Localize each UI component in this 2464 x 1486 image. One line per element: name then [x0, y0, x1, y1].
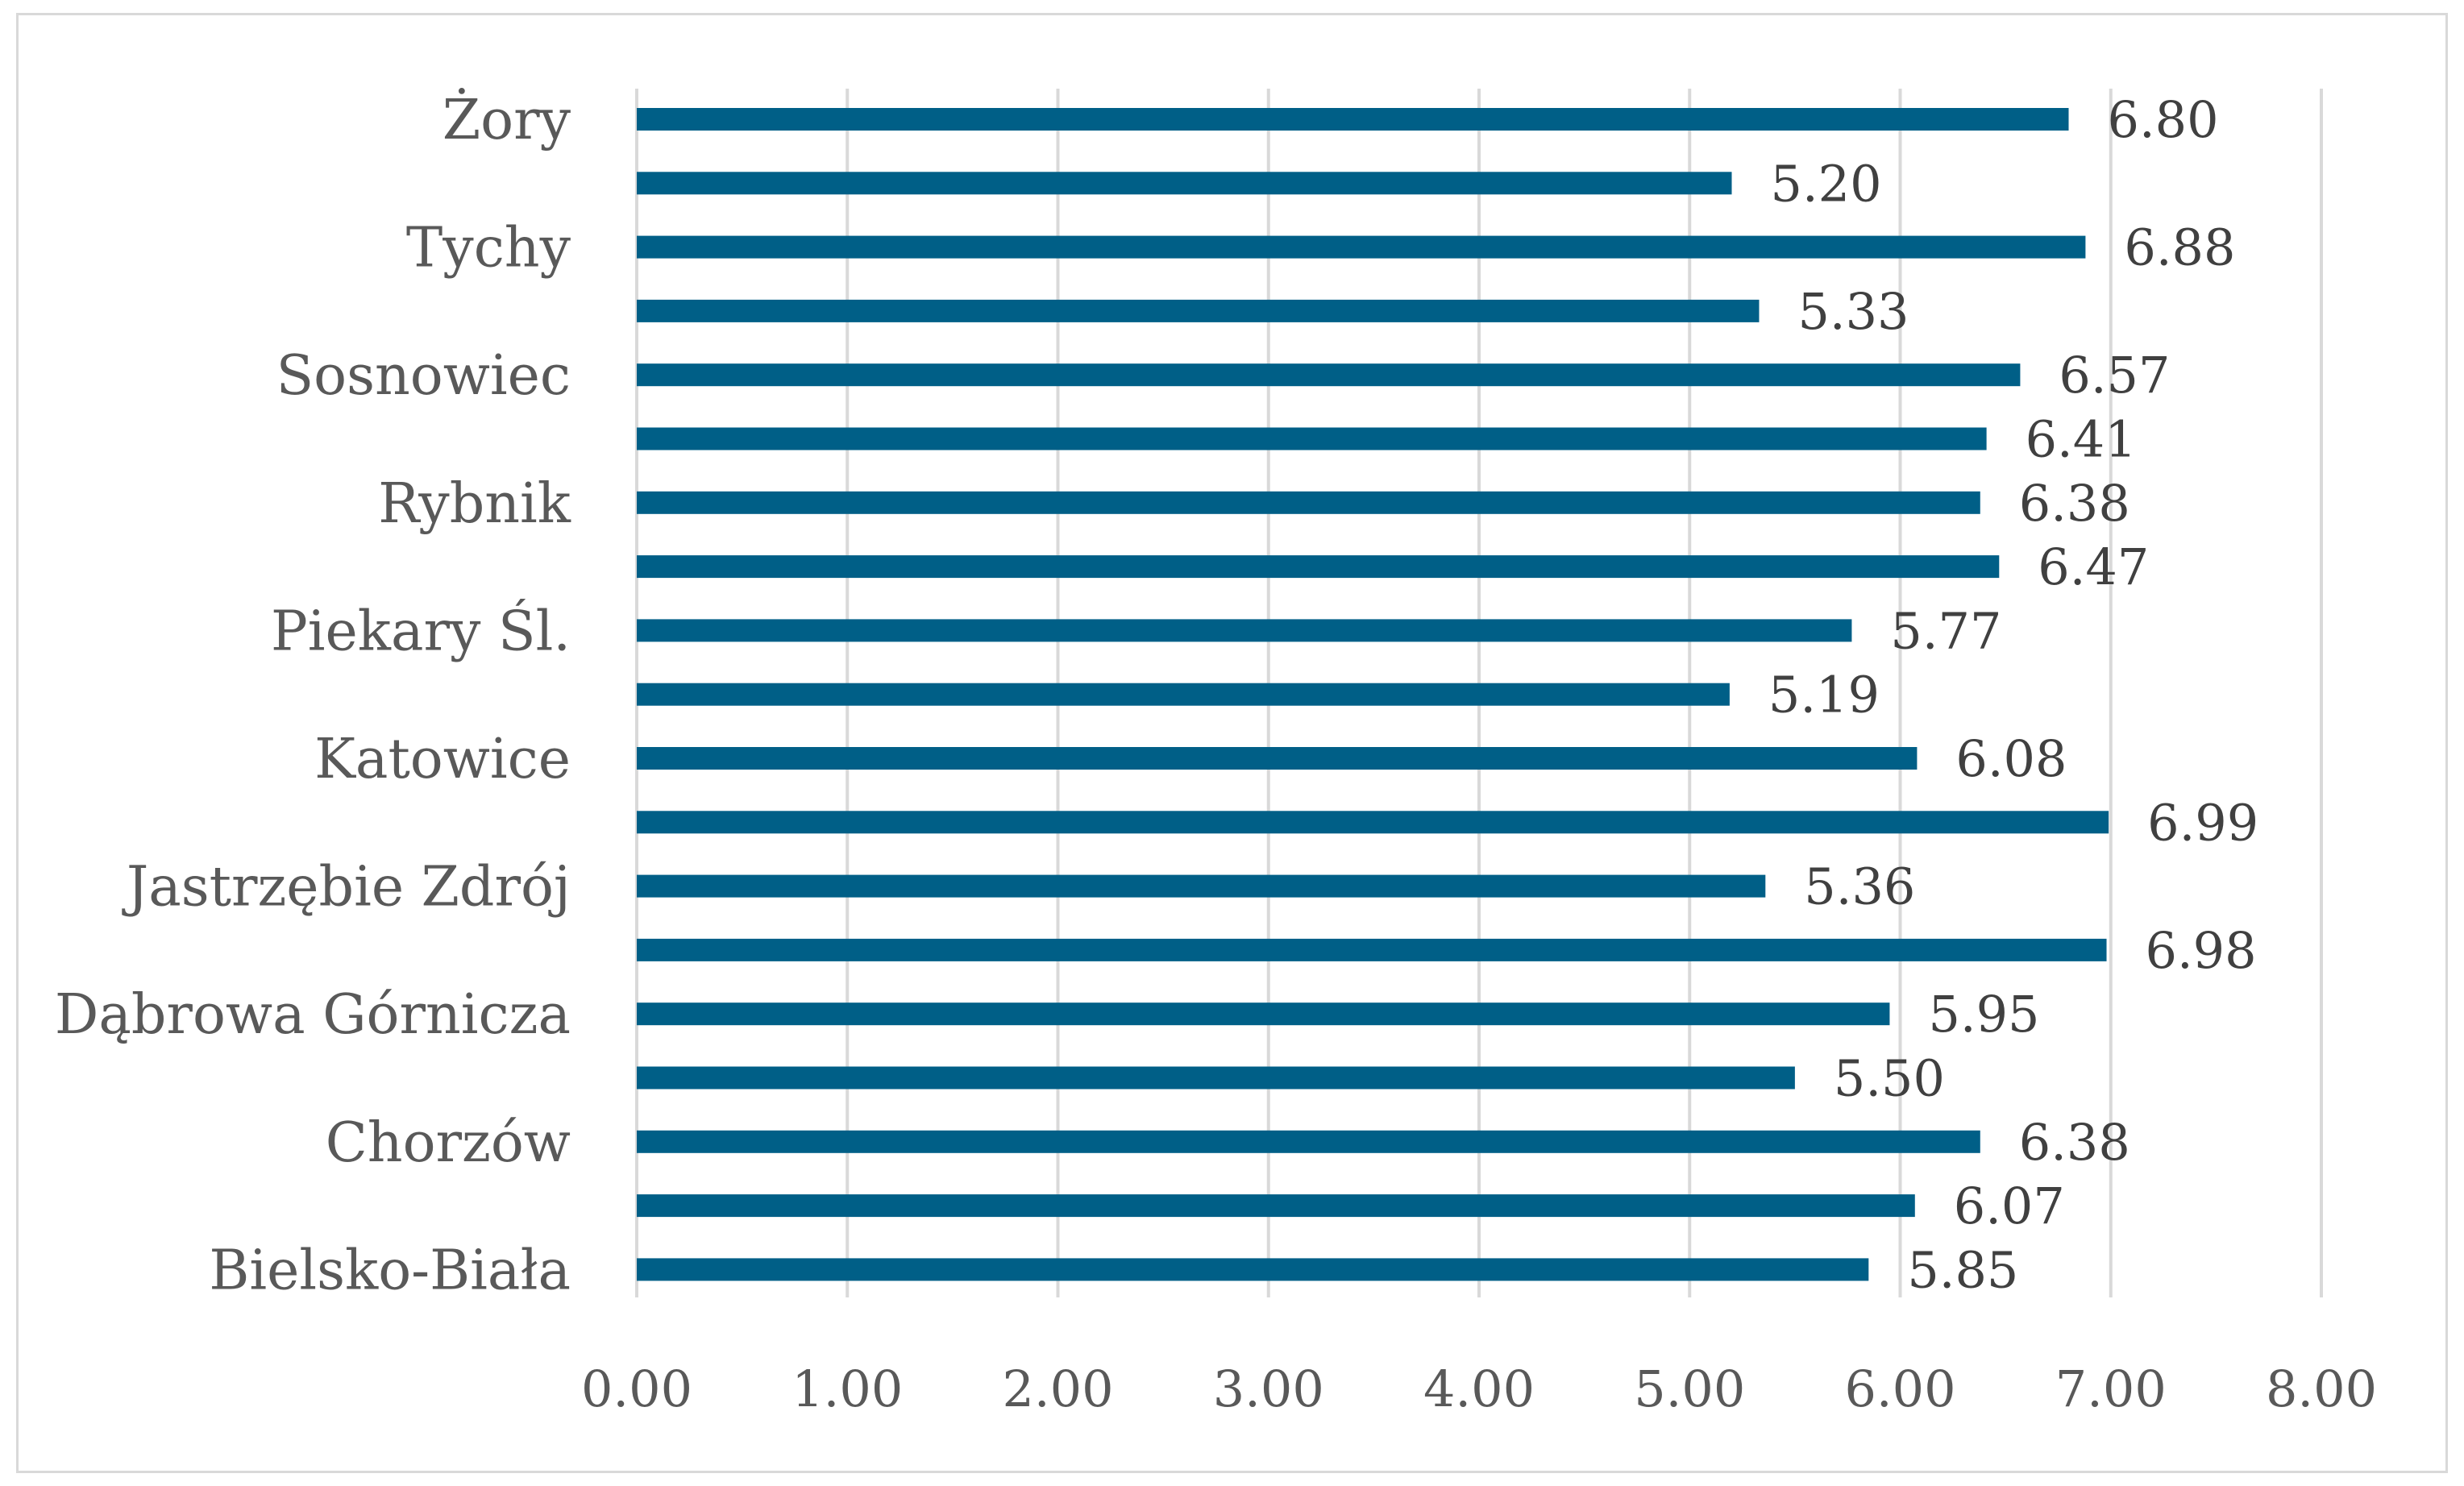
bar-value-label: 5.19 [1768, 666, 1880, 724]
bar-value-label: 6.88 [2124, 218, 2235, 277]
bar [637, 1130, 1980, 1153]
bar [637, 363, 2021, 387]
bar-value-label: 6.07 [1954, 1177, 2065, 1235]
category-label: Piekary Śl. [271, 599, 571, 663]
category-labels: Żory Tychy Sosnowiec Rybnik Piekary Śl. Katow… [55, 89, 571, 1302]
bar-value-label: 6.41 [2026, 410, 2137, 469]
bar [637, 1066, 1795, 1090]
x-tick-label: 1.00 [792, 1359, 903, 1418]
bar-value-label: 5.20 [1771, 154, 1882, 213]
bar [637, 938, 2107, 961]
bar-value-label: 6.99 [2147, 793, 2258, 852]
x-tick-label: 8.00 [2266, 1359, 2377, 1418]
bar-value-label: 6.47 [2038, 538, 2149, 596]
bar [637, 235, 2086, 259]
category-label: Chorzów [326, 1111, 571, 1175]
bar [637, 172, 1732, 195]
bar [637, 811, 2109, 834]
x-tick-label: 0.00 [581, 1359, 692, 1418]
bar-value-label: 5.85 [1907, 1240, 2018, 1299]
bar [637, 683, 1730, 706]
bars [637, 108, 2109, 1281]
x-tick-label: 3.00 [1213, 1359, 1324, 1418]
category-label: Żory [443, 89, 571, 152]
bar [637, 619, 1852, 642]
x-tick-label: 5.00 [1634, 1359, 1745, 1418]
bar [637, 491, 1980, 514]
bar-value-label: 5.95 [1928, 985, 2039, 1044]
bar-value-label: 5.77 [1890, 601, 2001, 660]
bar [637, 747, 1918, 770]
category-label: Tychy [406, 217, 571, 280]
bar-value-label: 5.50 [1834, 1049, 1945, 1108]
bar-value-label: 5.33 [1797, 282, 1909, 341]
bar [637, 108, 2069, 131]
x-tick-label: 7.00 [2055, 1359, 2167, 1418]
x-tick-label: 2.00 [1002, 1359, 1113, 1418]
bar-value-label: 6.98 [2146, 921, 2257, 980]
bar [637, 1258, 1869, 1281]
bar [637, 1002, 1890, 1026]
category-label: Katowice [314, 728, 571, 791]
bar [637, 299, 1760, 322]
bar [637, 1194, 1915, 1218]
data-labels: 6.805.206.885.336.576.416.386.475.775.19… [1768, 90, 2258, 1299]
category-label: Bielsko-Biała [209, 1239, 571, 1302]
bar [637, 427, 1987, 450]
bar-value-label: 6.57 [2059, 346, 2170, 405]
bar-value-label: 6.08 [1955, 729, 2067, 788]
x-tick-label: 6.00 [1844, 1359, 1955, 1418]
bar [637, 874, 1766, 898]
x-axis-tick-labels: 0.00 1.00 2.00 3.00 4.00 5.00 6.00 7.00 8.00 [581, 1359, 2377, 1418]
category-label: Rybnik [378, 472, 571, 536]
bar-value-label: 6.38 [2019, 1113, 2130, 1172]
category-label: Dąbrowa Górnicza [55, 983, 571, 1047]
bar-value-label: 6.80 [2108, 90, 2219, 149]
category-label: Jastrzębie Zdrój [122, 856, 571, 919]
bar-value-label: 5.36 [1804, 857, 1915, 916]
category-label: Sosnowiec [276, 344, 571, 408]
x-tick-label: 4.00 [1423, 1359, 1535, 1418]
bar [637, 555, 2000, 579]
bar-value-label: 6.38 [2019, 474, 2130, 533]
